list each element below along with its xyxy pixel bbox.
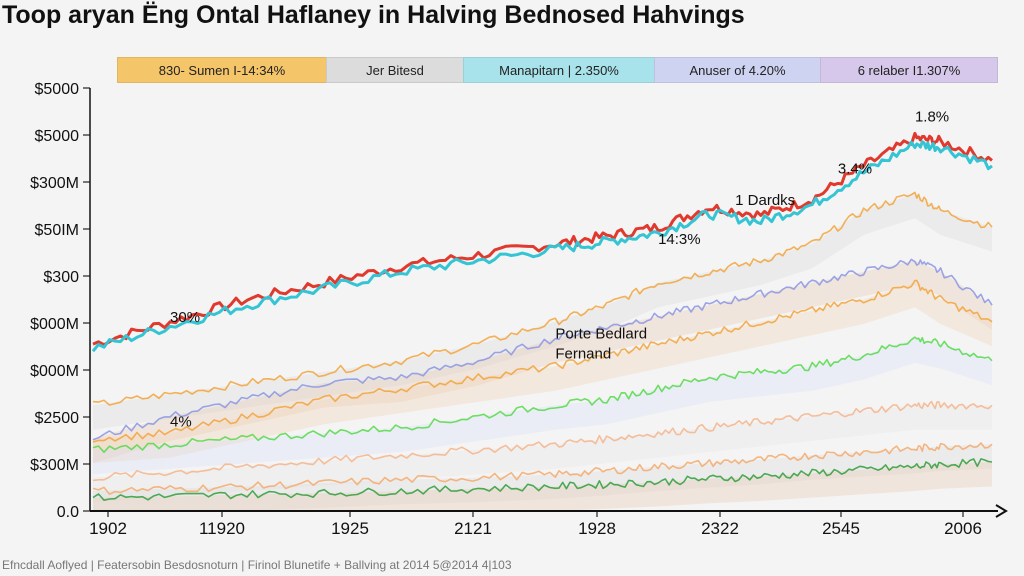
- series-line-red: [92, 131, 993, 347]
- annotation: 30%: [170, 309, 200, 326]
- x-tick-label: 1928: [578, 519, 616, 538]
- annotation: 1 Dardks: [735, 192, 795, 209]
- y-tick-label: $300: [43, 269, 79, 286]
- annotation: Fernand: [555, 345, 611, 362]
- series-line-orange-low: [92, 442, 993, 495]
- series-line-green: [92, 336, 993, 453]
- annotation: 4%: [170, 413, 192, 430]
- area-band: [93, 338, 992, 475]
- series-line-blue: [92, 258, 993, 441]
- x-tick-label: 1925: [331, 519, 369, 538]
- annotation: 3.4%: [838, 161, 872, 178]
- annotation: 1.8%: [915, 108, 949, 125]
- x-axis-arrow: [995, 504, 1008, 518]
- y-tick-label: $000M: [30, 363, 79, 380]
- series-line-dark-green: [92, 458, 993, 501]
- y-tick-label: 0.0: [57, 504, 79, 521]
- x-tick-label: 2121: [454, 519, 492, 538]
- area-band: [93, 193, 992, 430]
- series-line-cyan: [91, 140, 993, 353]
- area-band: [93, 444, 992, 511]
- x-tick-label: 11920: [199, 519, 245, 538]
- series-line-orange-top: [92, 191, 993, 406]
- annotation: 14:3%: [658, 231, 701, 248]
- annotation: Porte Bedlard: [555, 325, 647, 342]
- y-tick-label: $300M: [30, 175, 79, 192]
- x-tick-label: 2006: [944, 519, 982, 538]
- y-tick-label: $5000: [35, 81, 80, 98]
- series-line-peach: [92, 400, 993, 482]
- y-tick-label: $50IM: [35, 222, 79, 239]
- y-tick-label: $300M: [30, 457, 79, 474]
- y-tick-label: $000M: [30, 316, 79, 333]
- x-tick-label: 2322: [701, 519, 739, 538]
- x-tick-label: 2545: [822, 519, 860, 538]
- area-band: [93, 282, 992, 464]
- chart-title: Toop aryan Ëng Ontal Haflaney in Halving…: [2, 1, 745, 29]
- area-band: [93, 405, 992, 503]
- y-tick-label: $2500: [35, 410, 80, 427]
- area-band: [93, 462, 992, 511]
- y-tick-label: $5000: [35, 128, 80, 145]
- series-line-orange-mid: [92, 279, 993, 443]
- footer-source: Efncdall Aoflyed | Featersobin Besdosnot…: [2, 558, 512, 572]
- x-tick-label: 1902: [89, 519, 127, 538]
- area-band: [93, 260, 992, 464]
